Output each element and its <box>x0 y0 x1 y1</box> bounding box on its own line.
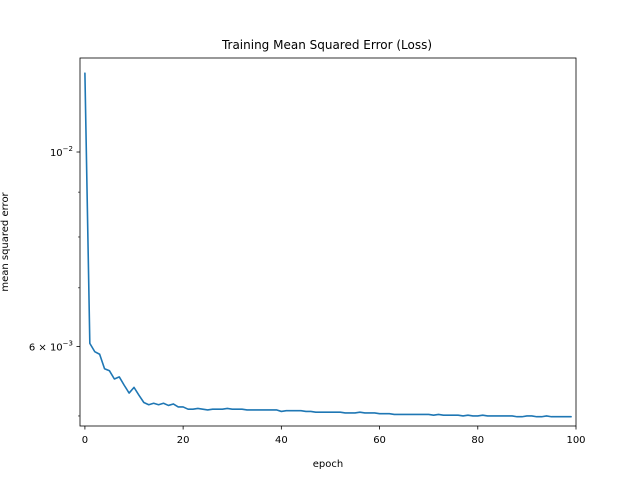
x-tick-label: 20 <box>177 435 190 446</box>
x-axis-label: epoch <box>313 459 343 470</box>
x-tick-label: 40 <box>275 435 288 446</box>
x-tick-label: 60 <box>373 435 386 446</box>
y-tick-label: 6 × 10−3 <box>29 340 73 354</box>
loss-series-line <box>84 72 572 418</box>
x-tick-label: 80 <box>471 435 484 446</box>
y-tick-label: 10−2 <box>50 145 73 159</box>
x-tick-label: 0 <box>82 435 88 446</box>
axes-frame <box>79 57 577 427</box>
x-tick-label: 100 <box>566 435 585 446</box>
chart-title: Training Mean Squared Error (Loss) <box>221 38 432 52</box>
y-axis-label: mean squared error <box>0 191 11 291</box>
